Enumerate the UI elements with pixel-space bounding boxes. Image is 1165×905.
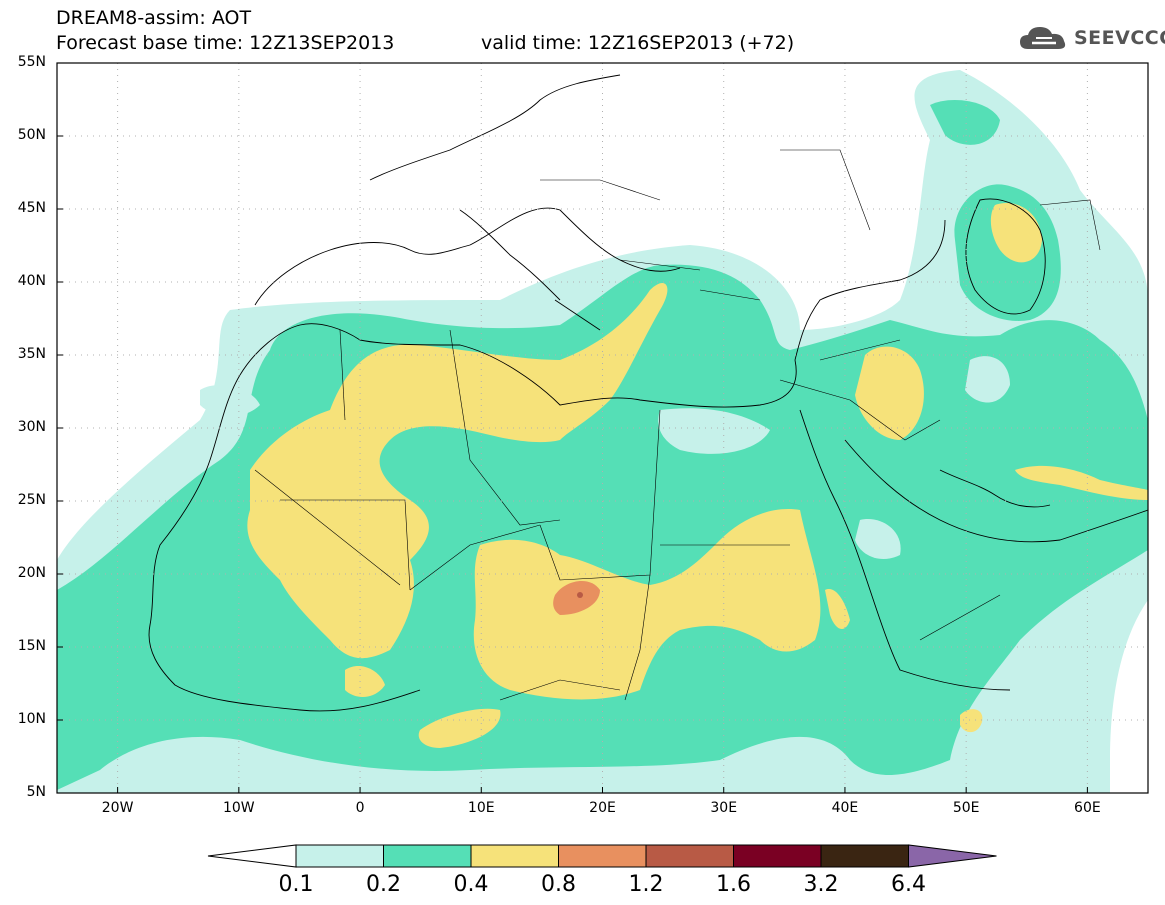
- colorbar-arrow-right: [908, 844, 997, 868]
- axis-ticks: [57, 62, 1088, 794]
- colorbar-cell: [295, 844, 384, 868]
- lat-label: 40N: [17, 273, 46, 289]
- lon-label: 0: [355, 800, 365, 816]
- colorbar-level-label: 0.4: [453, 872, 489, 897]
- aot-band-0.1-inner: [200, 356, 1010, 560]
- lon-label: 50E: [952, 800, 980, 816]
- colorbar-level-label: 6.4: [891, 872, 926, 897]
- lat-label: 10N: [17, 711, 46, 727]
- base-time: Forecast base time: 12Z13SEP2013: [56, 32, 395, 54]
- colorbar-level-label: 0.2: [366, 872, 401, 897]
- colorbar-level-label: 0.8: [541, 872, 576, 897]
- map-title: DREAM8-assim: AOT: [56, 7, 252, 29]
- seevccc-logo: SEEVCCC: [1018, 23, 1165, 53]
- base-time-label: Forecast base time: 12Z13SEP2013 valid ti…: [56, 32, 794, 54]
- lon-label: 60E: [1074, 800, 1101, 816]
- colorbar-level-label: 1.2: [628, 872, 664, 897]
- coastlines: [148, 74, 1148, 712]
- colorbar-level-label: 0.1: [278, 872, 314, 897]
- lon-label: 20W: [101, 800, 134, 816]
- colorbar-cell: [558, 844, 647, 868]
- lat-label: 35N: [17, 346, 46, 362]
- colorbar-cell: [383, 844, 472, 868]
- colorbar-level-label: 3.2: [803, 872, 839, 897]
- lat-label: 5N: [26, 784, 46, 800]
- lon-label: 30E: [710, 800, 738, 816]
- colorbar-cell: [820, 844, 909, 868]
- lat-label: 55N: [17, 54, 46, 70]
- aot-band-0.4: [247, 203, 1148, 748]
- valid-time: valid time: 12Z16SEP2013 (+72): [481, 32, 795, 54]
- lon-label: 40E: [831, 800, 859, 816]
- aot-band-1.2: [577, 592, 583, 598]
- aot-band-0.8: [553, 580, 600, 615]
- lon-label: 20E: [589, 800, 616, 816]
- colorbar-cell: [733, 844, 822, 868]
- lat-label: 25N: [17, 492, 46, 508]
- lon-label: 10W: [222, 800, 255, 816]
- lat-label: 50N: [17, 127, 46, 143]
- cloud-icon: [1020, 27, 1066, 49]
- lat-label: 20N: [17, 565, 46, 581]
- lat-label: 15N: [17, 638, 46, 654]
- lat-label: 30N: [17, 419, 46, 435]
- logo-text: SEEVCCC: [1074, 27, 1165, 49]
- colorbar-cell: [470, 844, 559, 868]
- country-borders: [254, 149, 1101, 701]
- lat-label: 45N: [17, 200, 46, 216]
- colorbar-level-label: 1.6: [716, 872, 751, 897]
- colorbar-cell: [645, 844, 734, 868]
- lon-label: 10E: [467, 800, 495, 816]
